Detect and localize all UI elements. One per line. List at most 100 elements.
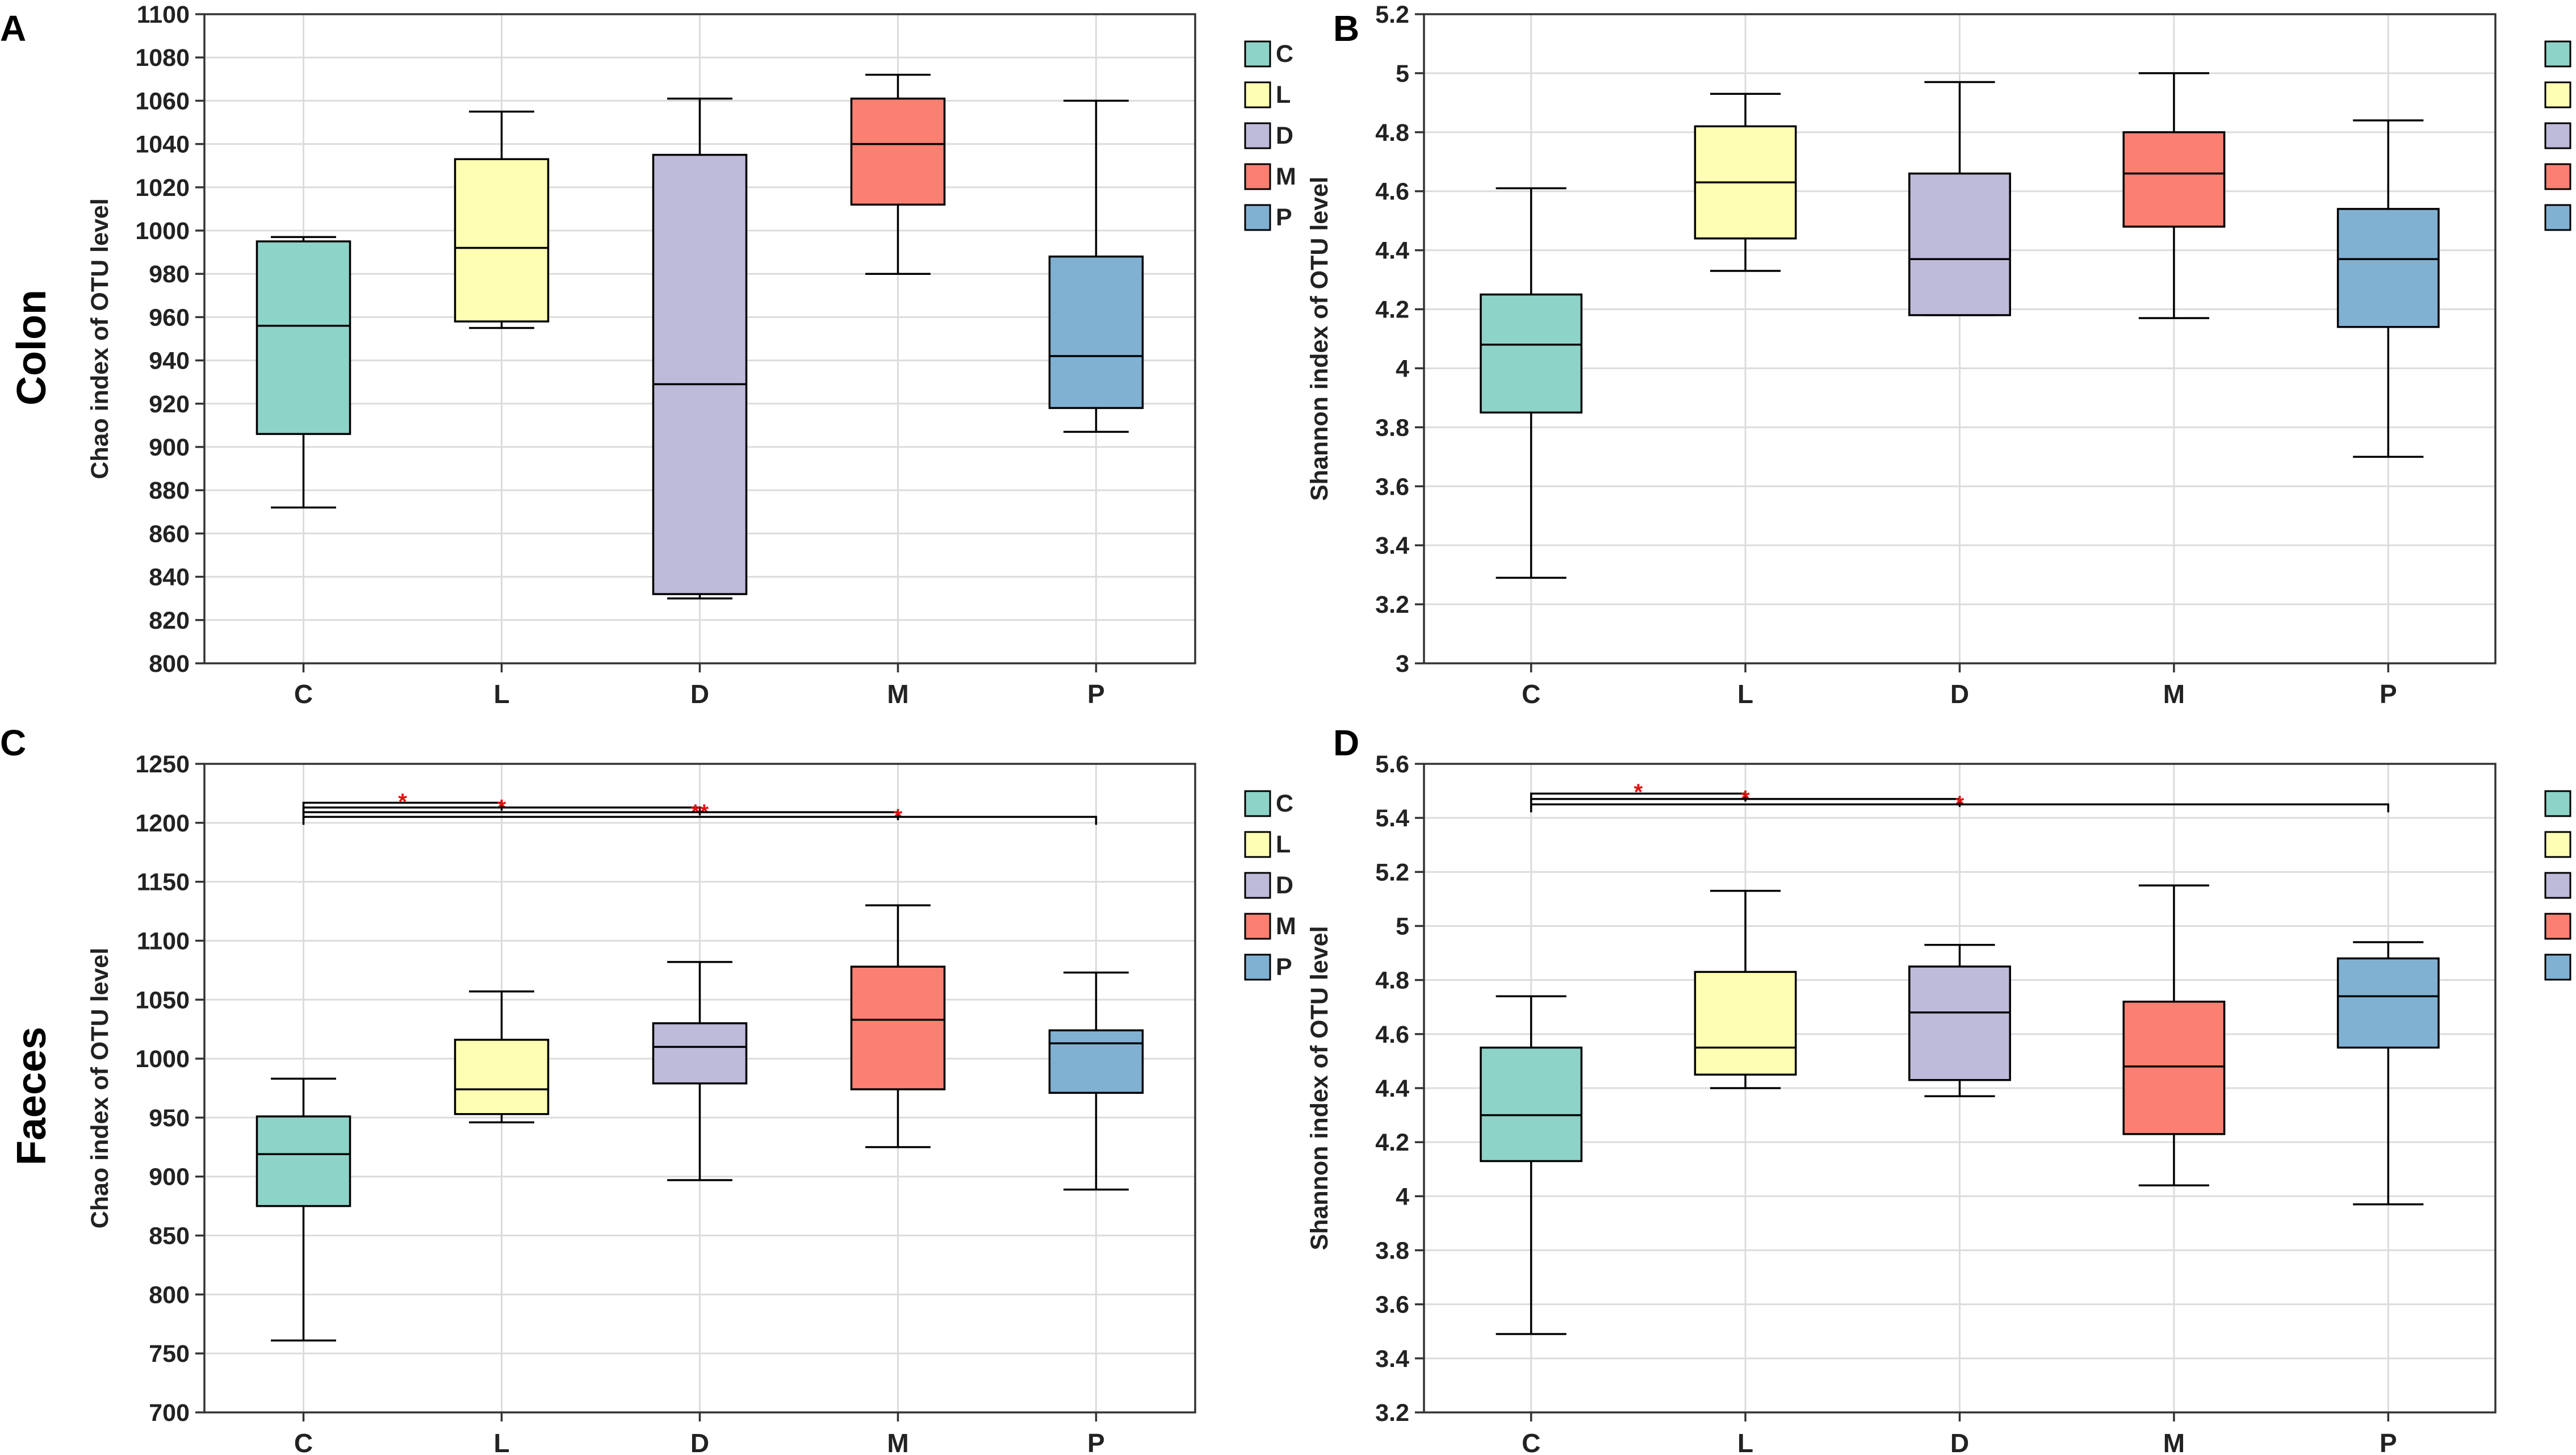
legend-item-l: L bbox=[1244, 831, 1291, 858]
legend-label: M bbox=[1276, 163, 1296, 190]
legend-swatch bbox=[1244, 872, 1271, 899]
legend-swatch bbox=[2544, 954, 2571, 981]
y-tick-label: 750 bbox=[149, 1340, 190, 1368]
y-tick-label: 700 bbox=[149, 1399, 190, 1427]
legend-swatch bbox=[2544, 790, 2571, 817]
x-tick-label: P bbox=[2380, 679, 2397, 709]
y-tick-label: 1150 bbox=[137, 869, 190, 896]
x-tick-label: M bbox=[887, 679, 908, 709]
box-iqr bbox=[850, 965, 946, 1090]
box-d bbox=[652, 961, 748, 1181]
box-iqr bbox=[652, 153, 748, 595]
panel-label: A bbox=[0, 8, 26, 49]
y-tick-label: 5.4 bbox=[1375, 805, 1409, 832]
box-iqr bbox=[1694, 971, 1797, 1076]
box-iqr bbox=[255, 240, 351, 435]
y-tick-label: 4 bbox=[1396, 1183, 1409, 1210]
legend-swatch bbox=[1244, 831, 1271, 858]
box-iqr bbox=[2122, 1000, 2226, 1135]
y-tick-label: 980 bbox=[149, 261, 190, 288]
legend-item-p: P bbox=[2544, 204, 2571, 231]
box-m bbox=[2122, 72, 2226, 319]
y-tick-label: 3.2 bbox=[1375, 591, 1409, 618]
y-tick-label: 1060 bbox=[135, 87, 190, 115]
y-tick-label: 4.4 bbox=[1375, 237, 1409, 265]
x-tick-label: D bbox=[1950, 1428, 1969, 1455]
y-tick-label: 1100 bbox=[137, 1, 190, 28]
legend-label: M bbox=[1276, 913, 1296, 940]
y-tick-label: 3.8 bbox=[1375, 1237, 1409, 1265]
legend-swatch bbox=[1244, 790, 1271, 817]
x-tick-label: M bbox=[887, 1428, 908, 1455]
y-tick-label: 4.2 bbox=[1375, 1129, 1409, 1156]
box-iqr bbox=[2122, 131, 2226, 228]
chart-panel-c: C 700 750 800 850 900 950 1000 1050 1100 1150 1200 1… bbox=[0, 722, 1296, 1455]
legend-item-m: M bbox=[1244, 163, 1296, 190]
legend-swatch bbox=[1244, 163, 1271, 190]
legend-swatch bbox=[2544, 831, 2571, 858]
box-c bbox=[1480, 995, 1583, 1335]
box-p bbox=[2336, 941, 2440, 1206]
legend-item-d: D bbox=[1244, 122, 1293, 149]
legend-swatch bbox=[2544, 204, 2571, 231]
y-tick-label: 800 bbox=[149, 1281, 190, 1308]
y-tick-label: 4.2 bbox=[1375, 296, 1409, 324]
y-tick-label: 1100 bbox=[137, 927, 190, 955]
x-tick-label: L bbox=[1737, 679, 1753, 709]
legend-swatch bbox=[2544, 163, 2571, 190]
y-tick-label: 3.6 bbox=[1375, 473, 1409, 500]
box-l bbox=[454, 110, 550, 329]
box-iqr bbox=[652, 1022, 748, 1085]
legend-item-p: P bbox=[1244, 204, 1292, 231]
legend-label: P bbox=[1276, 954, 1292, 981]
y-tick-label: 840 bbox=[149, 564, 190, 591]
box-iqr bbox=[1048, 255, 1144, 409]
legend-label: D bbox=[1276, 872, 1293, 899]
y-tick-label: 3.4 bbox=[1375, 532, 1409, 559]
chart-panel-d: D3.23.43.63.844.24.44.64.855.25.45.6C L D M… bbox=[1306, 722, 2571, 1455]
panel-label: C bbox=[0, 722, 26, 763]
y-tick-label: 4.6 bbox=[1375, 178, 1409, 206]
y-tick-label: 5.6 bbox=[1375, 751, 1409, 778]
x-tick-label: L bbox=[1737, 1428, 1753, 1455]
legend-swatch bbox=[1244, 40, 1271, 68]
y-tick-label: 4.8 bbox=[1375, 967, 1409, 994]
y-tick-label: 800 bbox=[149, 650, 190, 678]
y-tick-label: 3.4 bbox=[1375, 1345, 1409, 1373]
legend-label: D bbox=[1276, 122, 1293, 149]
y-tick-label: 4.4 bbox=[1375, 1075, 1409, 1102]
y-tick-label: 4 bbox=[1396, 355, 1409, 382]
y-tick-label: 1250 bbox=[135, 751, 190, 778]
x-tick-label: C bbox=[1522, 1428, 1540, 1455]
box-d bbox=[1908, 944, 2011, 1098]
y-tick-label: 1020 bbox=[135, 174, 190, 202]
x-tick-label: C bbox=[294, 1428, 313, 1455]
legend-item-l: L bbox=[2544, 81, 2571, 108]
significance-line bbox=[1530, 792, 1746, 802]
legend-swatch bbox=[1244, 954, 1271, 981]
legend-swatch bbox=[2544, 122, 2571, 149]
box-d bbox=[652, 97, 748, 600]
y-tick-label: 950 bbox=[149, 1105, 190, 1132]
box-iqr bbox=[454, 158, 550, 323]
legend-item-l: L bbox=[2544, 831, 2571, 858]
x-tick-label: L bbox=[493, 1428, 509, 1455]
legend-swatch bbox=[2544, 81, 2571, 108]
significance-star: * bbox=[1634, 780, 1643, 805]
legend-item-d: D bbox=[1244, 872, 1293, 899]
x-tick-label: D bbox=[1950, 679, 1969, 709]
x-tick-label: L bbox=[493, 679, 509, 709]
y-tick-label: 1080 bbox=[135, 44, 190, 72]
box-l bbox=[454, 990, 550, 1123]
significance-bracket bbox=[1530, 803, 2390, 813]
box-iqr bbox=[2336, 208, 2440, 328]
y-tick-label: 880 bbox=[149, 477, 190, 504]
y-tick-label: 1050 bbox=[135, 986, 190, 1014]
legend-swatch bbox=[1244, 913, 1271, 940]
x-tick-label: D bbox=[690, 1428, 709, 1455]
x-tick-label: P bbox=[1087, 1428, 1105, 1455]
y-axis-label: Chao index of OTU level bbox=[86, 948, 114, 1229]
legend-item-p: P bbox=[1244, 954, 1292, 981]
